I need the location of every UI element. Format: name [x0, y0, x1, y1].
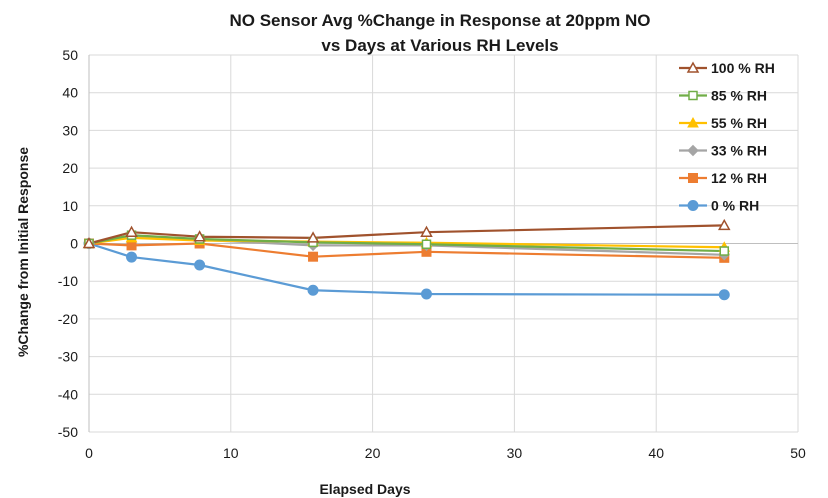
legend-marker — [687, 144, 699, 157]
y-tick-label: -40 — [58, 386, 78, 402]
data-point-85-rh — [421, 239, 432, 250]
chart-title-line-1: NO Sensor Avg %Change in Response at 20p… — [230, 11, 651, 30]
y-axis-label: %Change from Initial Response — [15, 147, 31, 357]
legend-label: 55 % RH — [711, 115, 767, 131]
data-point-85-rh — [719, 246, 730, 256]
data-point-0-rh — [126, 251, 138, 263]
y-tick-label: 50 — [62, 47, 78, 63]
data-point-100-rh — [125, 225, 138, 237]
y-tick-label: -50 — [58, 424, 78, 440]
data-point-0-rh — [307, 284, 319, 296]
x-tick-label: 0 — [85, 445, 93, 461]
legend-marker — [686, 61, 700, 73]
y-tick-label: 20 — [62, 160, 78, 176]
legend-label: 12 % RH — [711, 170, 767, 186]
series-line-0-rh — [88, 242, 725, 296]
data-point-0-rh — [194, 259, 206, 271]
data-point-100-rh — [420, 225, 433, 237]
legend-item-100-rh: 100 % RH — [679, 60, 775, 76]
legend-item-12-rh: 12 % RH — [679, 170, 767, 186]
series-line-12-rh — [88, 242, 725, 259]
y-tick-label: 10 — [62, 198, 78, 214]
x-tick-label: 10 — [223, 445, 239, 461]
x-tick-label: 30 — [507, 445, 523, 461]
x-tick-label: 40 — [648, 445, 664, 461]
x-tick-label: 20 — [365, 445, 381, 461]
y-tick-label: 0 — [70, 236, 78, 252]
chart-title-line-2: vs Days at Various RH Levels — [321, 36, 558, 55]
legend-label: 33 % RH — [711, 143, 767, 159]
x-axis-label: Elapsed Days — [319, 481, 410, 497]
data-point-12-rh — [308, 251, 319, 262]
y-tick-label: -20 — [58, 311, 78, 327]
x-tick-label: 50 — [790, 445, 806, 461]
data-point-100-rh — [306, 231, 320, 243]
y-tick-label: -30 — [58, 349, 78, 365]
legend-label: 0 % RH — [711, 198, 759, 214]
series-line-85-rh — [88, 234, 725, 253]
data-point-100-rh — [193, 230, 206, 242]
y-tick-labels: 50 40 30 20 10 0 -10 -20 -30 -40 -50 — [58, 47, 78, 440]
legend-marker — [688, 173, 698, 183]
legend-label: 85 % RH — [711, 88, 767, 104]
legend-label: 100 % RH — [711, 60, 775, 76]
legend-marker — [688, 90, 698, 101]
data-point-100-rh — [82, 236, 96, 249]
data-point-0-rh — [420, 288, 432, 300]
legend-item-0-rh: 0 % RH — [679, 198, 759, 214]
x-tick-labels: 0 10 20 30 40 50 — [85, 445, 806, 461]
legend-item-33-rh: 33 % RH — [679, 143, 767, 159]
legend-marker — [687, 200, 699, 211]
legend: 100 % RH 85 % RH 55 % RH 33 % RH 12 % RH 0 % … — [679, 60, 775, 214]
y-tick-label: 30 — [62, 122, 78, 138]
data-point-0-rh — [718, 289, 730, 301]
legend-item-85-rh: 85 % RH — [679, 88, 767, 104]
legend-marker — [687, 116, 699, 128]
series-line-100-rh — [88, 224, 725, 245]
y-tick-label: 40 — [62, 85, 78, 101]
series-markers — [82, 218, 731, 301]
data-point-100-rh — [717, 218, 731, 231]
series-lines — [88, 224, 725, 296]
legend-item-55-rh: 55 % RH — [679, 115, 767, 131]
y-tick-label: -10 — [58, 273, 78, 289]
